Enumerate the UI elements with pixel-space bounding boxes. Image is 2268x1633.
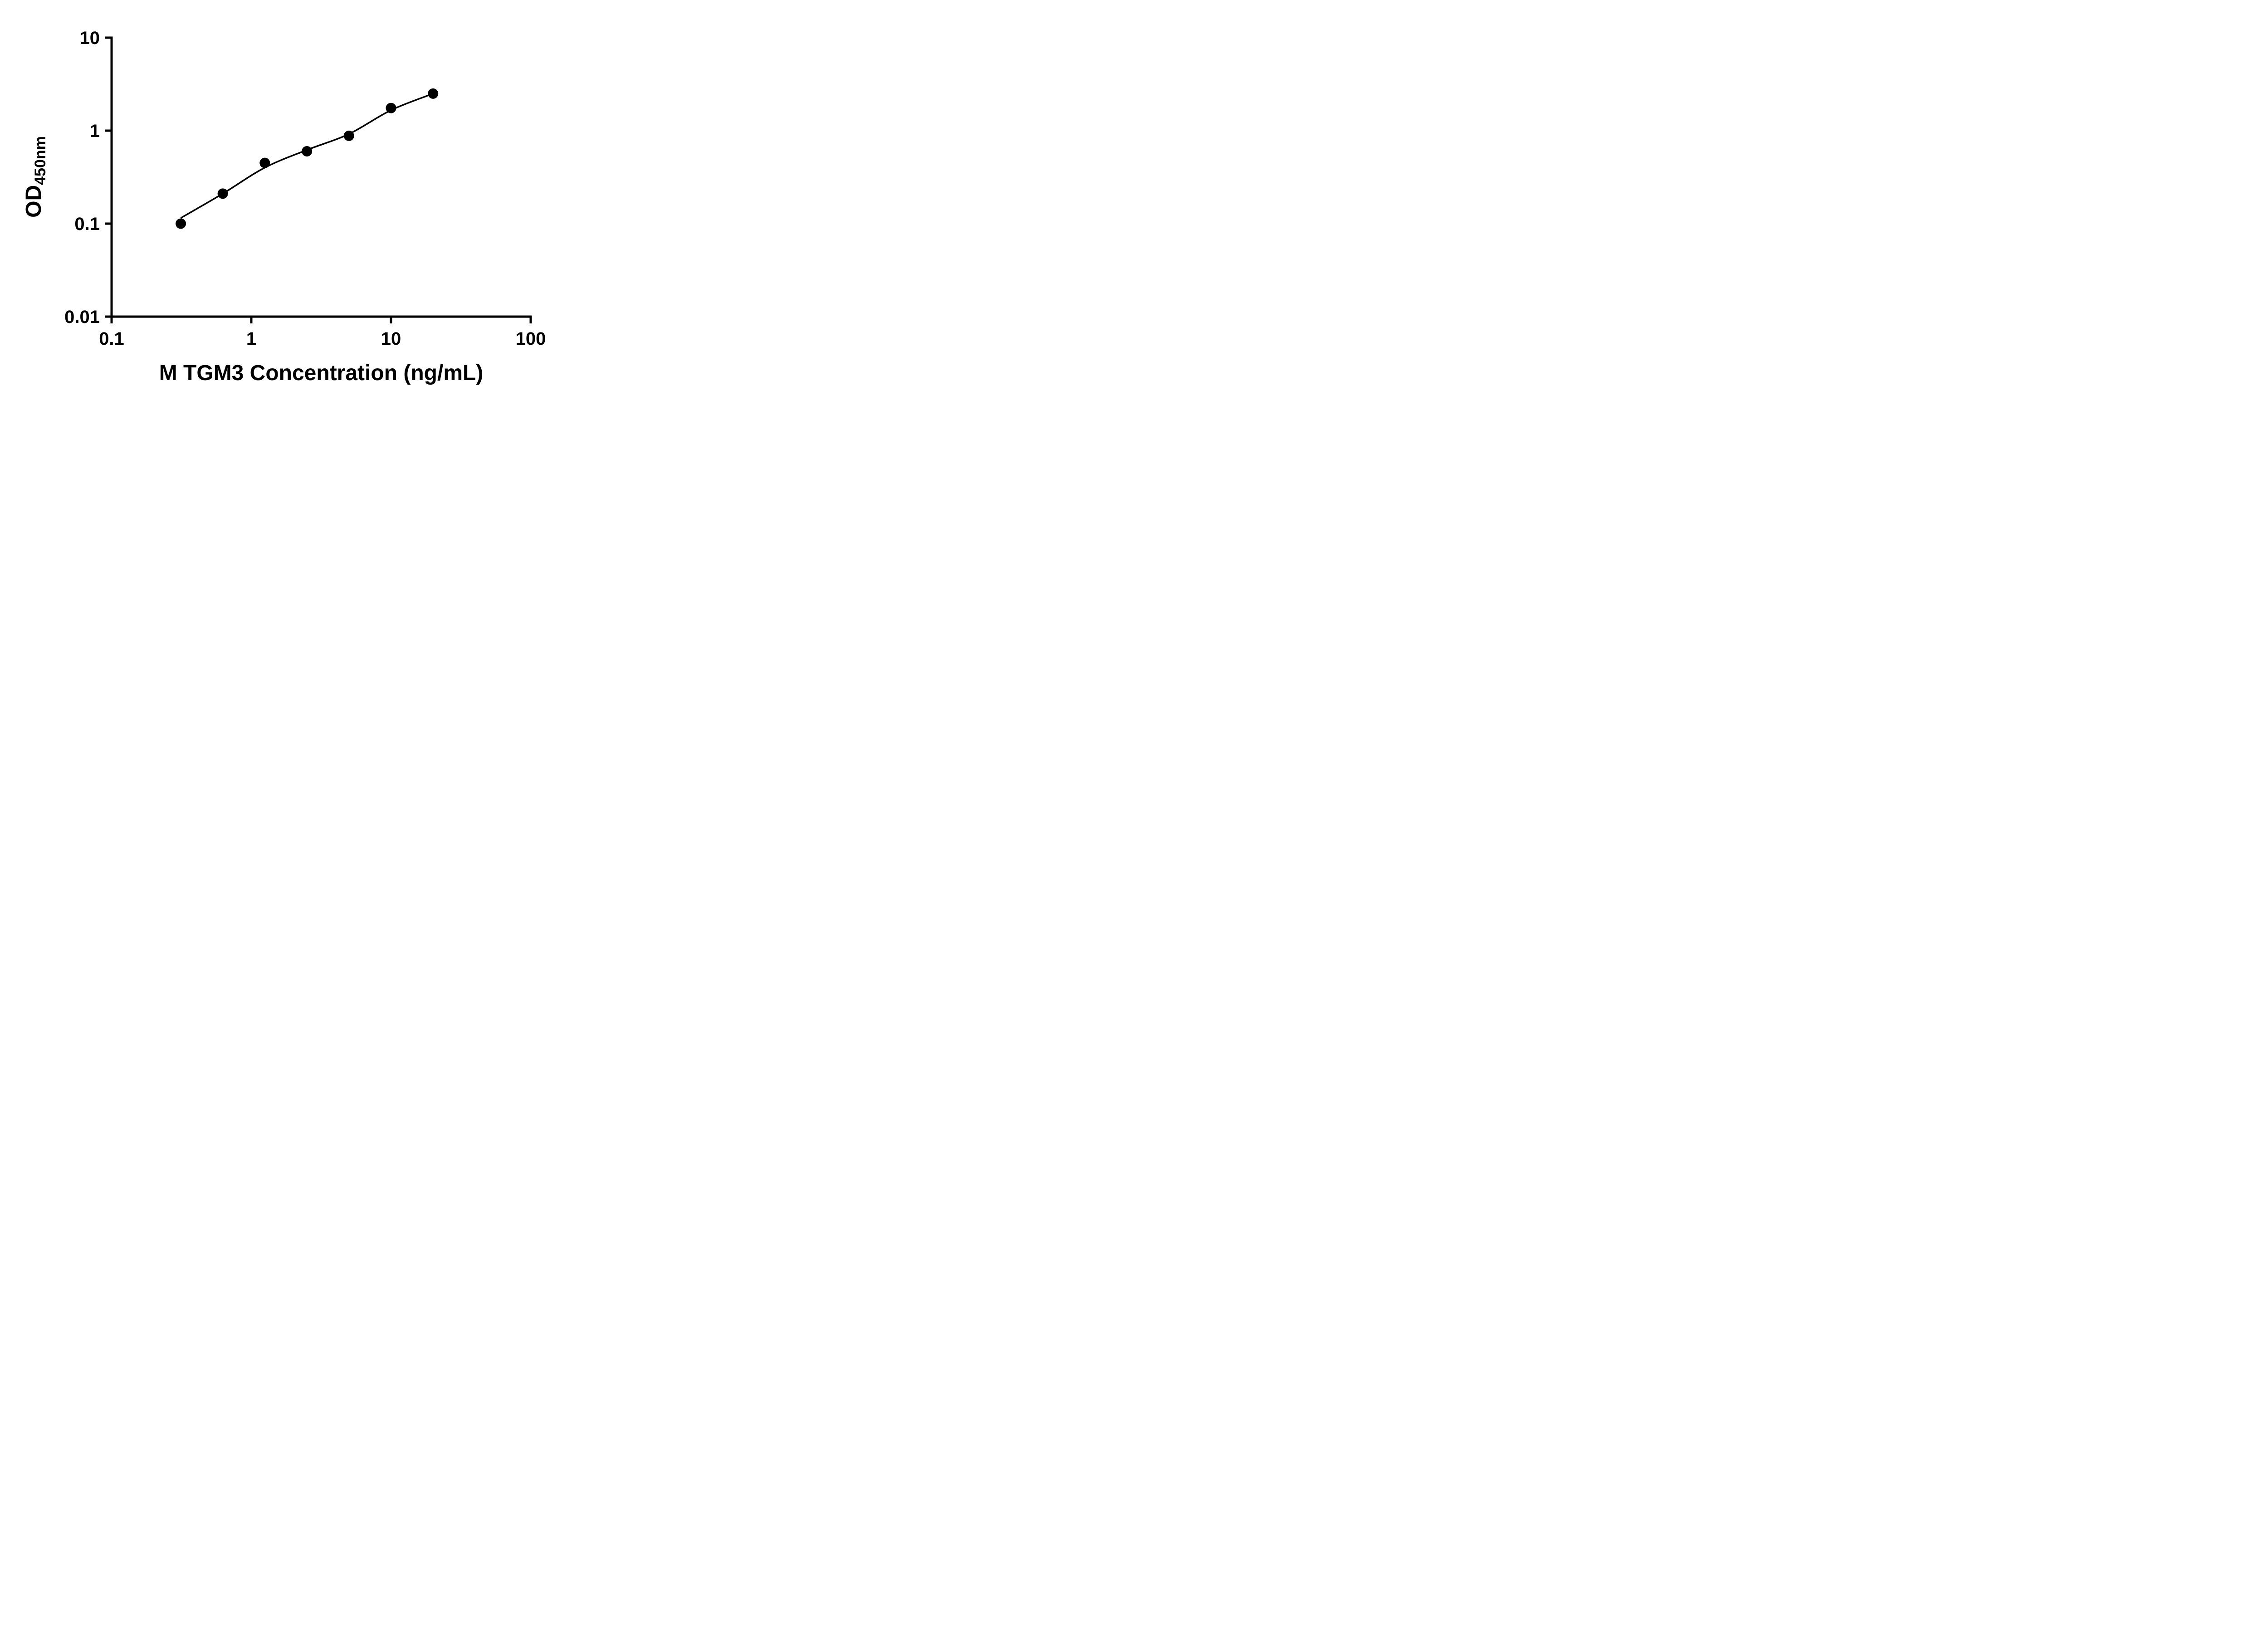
data-point (302, 146, 313, 156)
x-tick-label: 100 (516, 329, 546, 349)
axes-layer (110, 36, 532, 318)
y-axis-title-main: OD (22, 185, 46, 218)
data-point (217, 188, 228, 199)
elisa-standard-curve-figure: 0.1 1 10 100 0.01 0.1 1 10 M TGM3 Concentration… (0, 0, 583, 408)
data-point (386, 103, 396, 113)
y-tick-label: 10 (80, 28, 100, 48)
y-axis-title-subscript: 450nm (32, 136, 49, 185)
x-axis-title: M TGM3 Concentration (ng/mL) (159, 361, 484, 385)
data-point (343, 130, 354, 141)
x-tick-label: 10 (381, 329, 401, 349)
points-layer (176, 88, 439, 229)
y-tick-label: 1 (90, 121, 100, 141)
x-tick-label: 1 (246, 329, 256, 349)
y-axis-title: OD450nm (22, 136, 49, 218)
data-point (428, 88, 439, 99)
data-point (176, 218, 186, 229)
y-tick-label: 0.1 (74, 214, 100, 234)
x-tick-label: 0.1 (99, 329, 124, 349)
axis-spines (110, 36, 532, 318)
y-tick-label: 0.01 (64, 307, 100, 327)
data-point (259, 157, 270, 168)
